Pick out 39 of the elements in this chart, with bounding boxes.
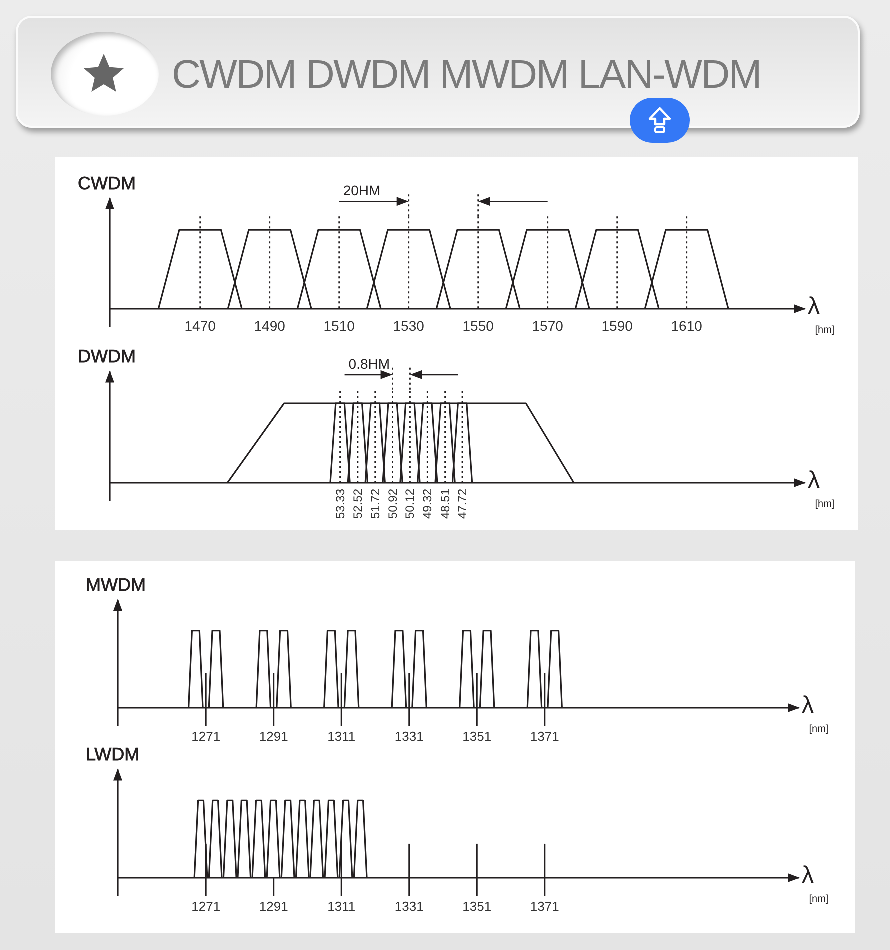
x-tick-label: 1610 xyxy=(671,318,703,334)
x-tick-label: 49.32 xyxy=(420,488,435,520)
x-tick-label: 1530 xyxy=(393,318,425,334)
x-tick-label: 1550 xyxy=(462,318,494,334)
x-tick-label: 1470 xyxy=(184,318,216,334)
x-tick-label: 52.52 xyxy=(350,488,365,520)
x-axis-title: λ [nm] xyxy=(802,862,829,905)
x-tick-label: 1590 xyxy=(602,318,634,334)
x-axis-title: λ [nm] xyxy=(802,692,829,735)
x-tick-label: 1570 xyxy=(532,318,564,334)
x-tick-label: 50.92 xyxy=(386,488,400,520)
chart-title: CWDM xyxy=(78,174,136,194)
x-tick-label: 53.33 xyxy=(333,488,348,520)
x-tick-label: 1351 xyxy=(462,728,492,744)
x-axis-title: λ [hm] xyxy=(808,467,835,510)
x-tick-label: 1271 xyxy=(192,898,221,914)
x-tick-label: 1311 xyxy=(328,898,356,914)
x-tick-label: 1331 xyxy=(394,898,424,914)
x-tick-label: 48.51 xyxy=(438,488,452,520)
x-tick-label: 1311 xyxy=(328,728,356,744)
text: 0.8HM xyxy=(348,356,390,372)
x-tick-label: 1510 xyxy=(324,318,356,334)
x-tick-label: 51.72 xyxy=(368,488,382,520)
x-tick-label: 50.12 xyxy=(403,488,418,520)
chart-title: LWDM xyxy=(86,744,140,765)
x-tick-label: 1291 xyxy=(259,898,288,914)
chart-title: MWDM xyxy=(86,575,146,595)
header-card: CWDM DWDM MWDM LAN-WDM xyxy=(16,16,860,128)
chart-title: DWDM xyxy=(78,346,136,367)
text: 20HM xyxy=(343,182,381,199)
x-tick-label: 1490 xyxy=(254,318,286,334)
x-axis-title: λ [hm] xyxy=(808,293,835,336)
x-tick-label: 1271 xyxy=(192,728,221,744)
x-tick-label: 1331 xyxy=(394,728,424,744)
x-tick-label: 1371 xyxy=(530,898,560,914)
x-tick-label: 1291 xyxy=(259,728,288,744)
x-tick-label: 47.72 xyxy=(456,488,470,520)
x-tick-label: 1351 xyxy=(462,898,492,914)
x-tick-label: 1371 xyxy=(530,728,560,744)
